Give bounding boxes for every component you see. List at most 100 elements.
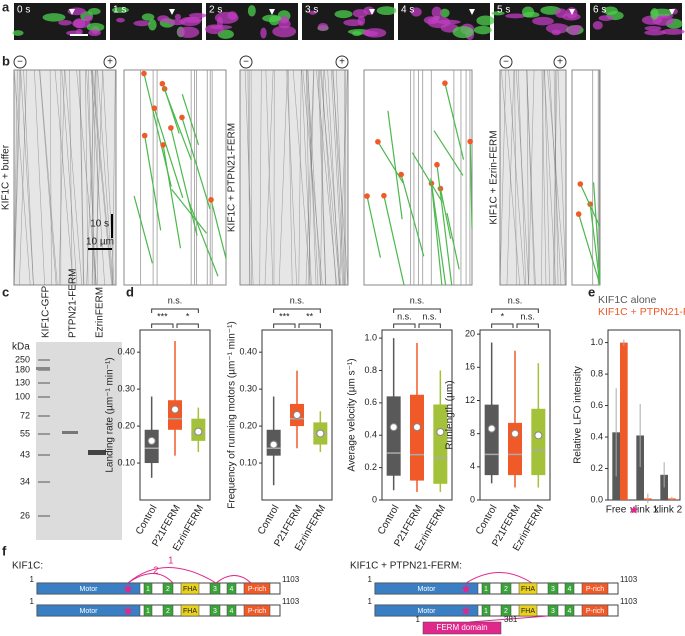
signal <box>452 26 474 39</box>
kymo-line <box>13 69 20 286</box>
y-tick-label: 0.20 <box>117 420 135 430</box>
signal <box>431 6 442 18</box>
mean <box>413 423 421 432</box>
residue-label: 1103 <box>620 597 638 606</box>
kymo-line <box>306 69 311 286</box>
domain-label: 3 <box>551 586 555 593</box>
domain-label: 4 <box>568 586 572 593</box>
y-tick-label: 8 <box>470 428 475 438</box>
signal <box>148 19 157 31</box>
time-label: 3 s <box>305 5 318 16</box>
bar <box>636 435 644 500</box>
kymograph <box>239 69 349 286</box>
star-icon <box>123 584 133 593</box>
domain <box>500 604 512 617</box>
kymo-line <box>541 69 547 286</box>
polarity-icon <box>335 55 349 69</box>
panel-label: a <box>2 0 10 14</box>
domain-label: 4 <box>230 608 234 615</box>
kymo-line <box>331 69 344 286</box>
marker-band <box>38 359 50 361</box>
panel-label: f <box>2 543 7 558</box>
polarity-label: + <box>557 57 563 68</box>
significance-label: n.s. <box>520 311 535 321</box>
signal <box>86 22 105 32</box>
significance-bracket <box>491 323 514 328</box>
landing-dot <box>575 211 582 217</box>
signal <box>83 15 93 22</box>
signal <box>42 13 66 22</box>
kymo-line <box>61 69 78 286</box>
y-tick-label: 0.30 <box>239 384 257 394</box>
kymo-line <box>514 69 517 286</box>
kymo-line <box>19 69 28 286</box>
landing-dot <box>141 132 148 139</box>
domain-label: 1 <box>146 586 150 593</box>
mean <box>194 427 203 436</box>
domain <box>243 582 271 595</box>
signal <box>209 25 233 30</box>
kymo-line <box>49 69 52 286</box>
kymo-line <box>287 69 293 286</box>
y-tick-label: 0.2 <box>590 463 603 473</box>
domain <box>209 604 221 617</box>
signal <box>133 20 151 27</box>
kymo-line <box>69 69 73 286</box>
domain <box>143 604 153 617</box>
landing-dot <box>467 138 473 145</box>
box <box>168 400 182 430</box>
kymo-line <box>317 69 326 286</box>
domain-label: P-rich <box>586 586 604 593</box>
domain <box>162 604 174 617</box>
x-tick-label: Control <box>134 503 160 536</box>
legend-entry: KIF1C + PTPN21-FERM <box>598 306 685 318</box>
domain <box>36 582 141 595</box>
signal <box>427 16 451 29</box>
domain-label: FHA <box>183 608 197 615</box>
kymo-line <box>332 69 345 286</box>
lane-label: PTPN21-FERM <box>68 269 79 338</box>
landing-dot <box>160 142 166 148</box>
signal <box>167 19 186 26</box>
y-axis-label: Average velocity (µm s⁻¹) <box>347 358 358 471</box>
significance-bracket <box>516 323 539 328</box>
condition-label: KIF1C + buffer <box>1 144 12 210</box>
kymo-line <box>553 69 558 286</box>
significance-bracket <box>491 308 539 313</box>
domain <box>180 582 200 595</box>
signal <box>644 29 666 36</box>
landing-dot <box>434 161 440 168</box>
moving-trace <box>210 199 227 259</box>
signal <box>363 28 387 38</box>
y-tick-label: 0.40 <box>117 347 135 357</box>
kymo-line <box>264 69 274 286</box>
y-tick-label: 4 <box>470 461 475 471</box>
domain-label: 3 <box>213 586 217 593</box>
signal <box>532 16 554 26</box>
x-tick-label: xlink 2 <box>654 505 683 516</box>
signal <box>334 10 353 19</box>
significance-label: n.s. <box>290 295 305 305</box>
signal <box>592 21 603 30</box>
moving-trace <box>383 195 405 286</box>
kymo-line <box>553 69 559 286</box>
signal <box>247 5 256 17</box>
domain-label: FHA <box>183 586 197 593</box>
landing-dot <box>364 193 370 199</box>
domain-label: 1 <box>484 586 488 593</box>
signal <box>183 16 203 23</box>
landing-dot <box>381 192 387 199</box>
landing-dot <box>159 80 166 87</box>
moving-trace <box>144 135 162 231</box>
kymo-line <box>112 69 116 286</box>
y-tick-label: 0.2 <box>364 462 377 472</box>
moving-trace <box>578 213 601 286</box>
landing-dot <box>442 80 448 86</box>
y-tick-label: 1.0 <box>364 332 377 342</box>
kymo-line <box>518 69 527 286</box>
marker <box>569 9 575 15</box>
signal <box>476 15 495 26</box>
plot-frame <box>381 329 453 501</box>
kymo-line <box>34 69 45 286</box>
time-label: 6 s <box>593 5 606 16</box>
